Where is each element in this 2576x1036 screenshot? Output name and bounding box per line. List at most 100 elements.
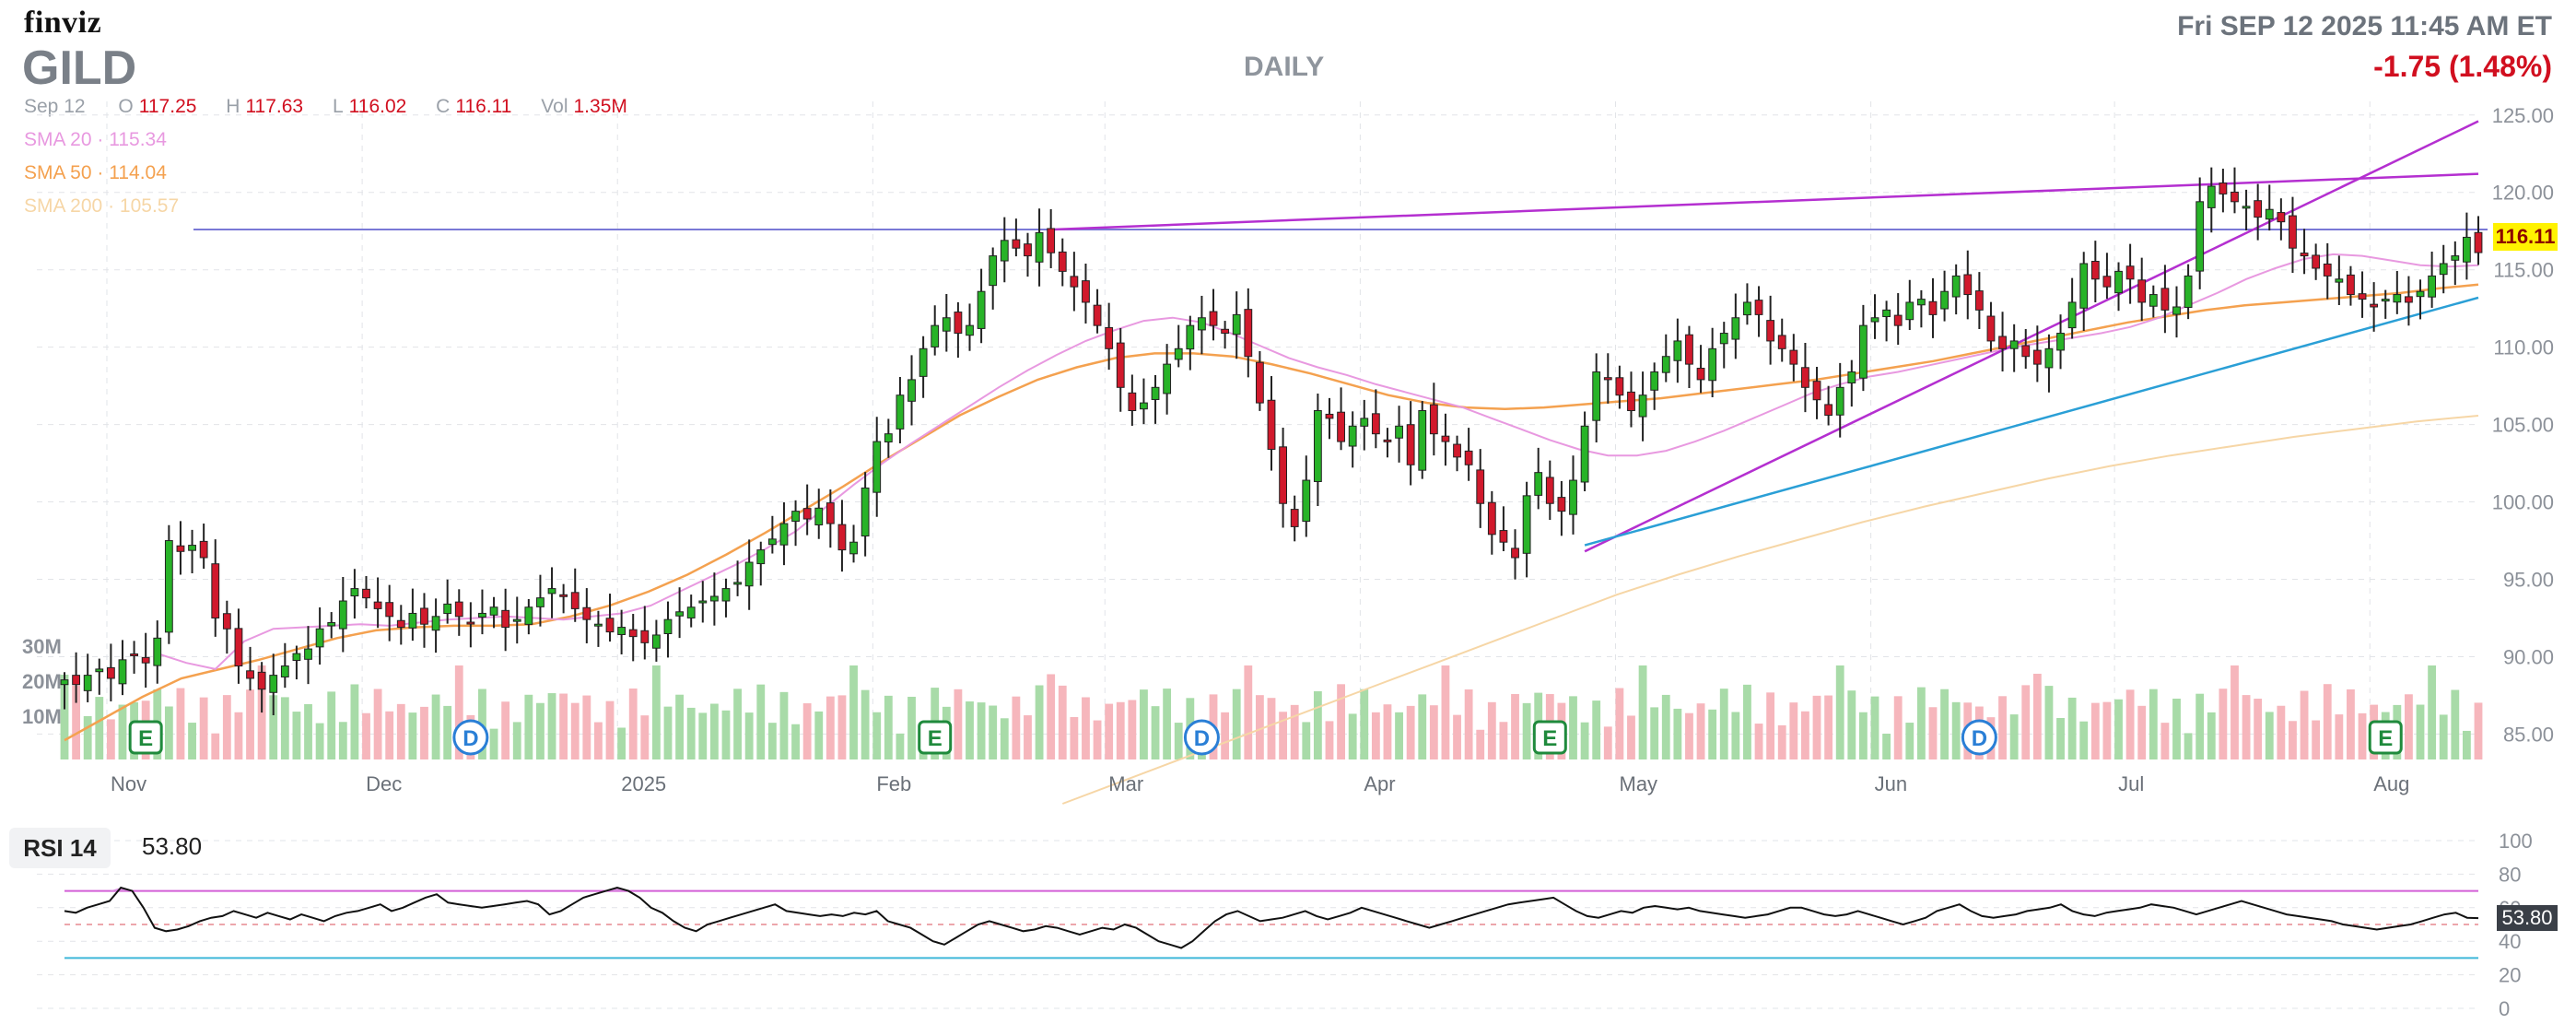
candle-body [559, 594, 568, 597]
volume-bar [2067, 697, 2077, 759]
volume-value: 1.35M [573, 96, 627, 117]
candle-body [1487, 501, 1496, 536]
volume-bar [1615, 688, 1624, 759]
candle-body [1638, 394, 1647, 418]
volume-label: Vol [541, 96, 568, 117]
ohlc-row: Sep 12 O 117.25 H 117.63 L 116.02 C 116.11 V… [24, 96, 651, 118]
time-tick-label: Mar [1108, 772, 1143, 795]
volume-bar [640, 715, 650, 759]
volume-bar [1337, 684, 1345, 759]
volume-bar [2184, 733, 2193, 759]
sma200-value: 105.57 [119, 195, 180, 217]
volume-bar [1128, 700, 1137, 759]
volume-bar [2056, 717, 2065, 759]
candle-body [2009, 340, 2019, 349]
volume-bar [408, 712, 417, 759]
volume-bar [1429, 705, 1438, 759]
volume-bar [1012, 696, 1021, 759]
candle-body [582, 606, 591, 620]
dividend-marker-label: D [1194, 726, 1210, 751]
candle-body [222, 613, 231, 630]
candle-body [118, 659, 127, 685]
rsi-indicator-label[interactable]: RSI 14 [9, 828, 111, 868]
candle-body [779, 523, 789, 546]
candle-body [1163, 363, 1172, 394]
candle-body [1024, 243, 1032, 257]
time-tick-label: May [1620, 772, 1658, 795]
sma50-legend[interactable]: SMA 50 · 114.04 [24, 162, 167, 183]
dividend-marker [452, 719, 489, 756]
ticker-symbol: GILD [22, 41, 137, 95]
price-tick-label: 100.00 [2492, 491, 2554, 514]
volume-bar [1163, 689, 1172, 759]
candle-body [2462, 236, 2471, 263]
candle-body [2079, 263, 2089, 309]
candle-body [1047, 228, 1056, 253]
rsi-tick-label: 100 [2499, 830, 2533, 853]
volume-bar [1754, 724, 1763, 759]
candle-body [2195, 201, 2205, 272]
candle-body [1951, 275, 1961, 298]
candle-body [2219, 182, 2228, 194]
chart-grid [37, 101, 2478, 765]
candle-body [1789, 349, 1798, 365]
volume-bar [1743, 684, 1751, 759]
dividend-marker [1961, 719, 1997, 756]
candle-body [1870, 317, 1879, 323]
candle-body [141, 656, 150, 664]
candle-body [199, 540, 208, 559]
candle-body [2172, 306, 2181, 315]
ohlc-date: Sep 12 [24, 96, 86, 117]
sma20-value: 115.34 [109, 129, 167, 150]
candle-body [1650, 371, 1659, 391]
sma20-legend[interactable]: SMA 20 · 115.34 [24, 129, 167, 150]
volume-bar [2219, 689, 2228, 759]
volume-bar [2160, 723, 2170, 759]
candle-body [454, 601, 463, 618]
volume-bar [1325, 721, 1334, 759]
rsi-current-value: 53.80 [142, 832, 203, 860]
dividend-marker-label: D [463, 726, 478, 751]
candle-body [269, 675, 278, 693]
candle-body [1661, 356, 1670, 373]
candle-body [1012, 239, 1021, 249]
earnings-marker-label: E [2378, 726, 2393, 751]
volume-bar [2102, 701, 2112, 759]
volume-bar [118, 704, 127, 759]
low-value: 116.02 [348, 96, 407, 117]
price-tick-label: 120.00 [2492, 182, 2554, 205]
volume-bar [304, 703, 312, 759]
volume-bar [1882, 734, 1891, 759]
candle-body [1476, 469, 1485, 504]
candle-body [1511, 547, 1519, 559]
candle-body [1708, 347, 1717, 382]
finviz-logo[interactable]: finviz [24, 6, 102, 40]
volume-bar [2032, 673, 2042, 759]
volume-bar [2149, 689, 2158, 759]
volume-bar [1035, 685, 1044, 759]
candle-body [1858, 324, 1868, 379]
rsi-badge: 53.80 [2497, 905, 2558, 931]
volume-bar [628, 689, 638, 759]
volume-bar [524, 694, 533, 759]
volume-bar [1476, 729, 1485, 759]
volume-bar [2277, 705, 2286, 759]
volume-tick-label: 10M [22, 705, 62, 728]
sma20-label: SMA 20 [24, 129, 92, 150]
candle-body [1290, 509, 1299, 527]
volume-bar [1685, 712, 1693, 759]
volume-bar [1441, 665, 1450, 759]
volume-bar [1824, 695, 1833, 759]
candle-body [1580, 425, 1589, 483]
candle-body [60, 679, 69, 686]
volume-bar [350, 684, 359, 759]
candle-body [2323, 263, 2332, 277]
time-tick-label: Nov [111, 772, 146, 795]
candle-body [1464, 450, 1473, 465]
price-tick-label: 90.00 [2503, 645, 2554, 668]
sma200-legend[interactable]: SMA 200 · 105.57 [24, 195, 180, 217]
volume-bar [2347, 689, 2355, 759]
candle-body [1824, 404, 1833, 417]
open-value: 117.25 [138, 96, 197, 117]
